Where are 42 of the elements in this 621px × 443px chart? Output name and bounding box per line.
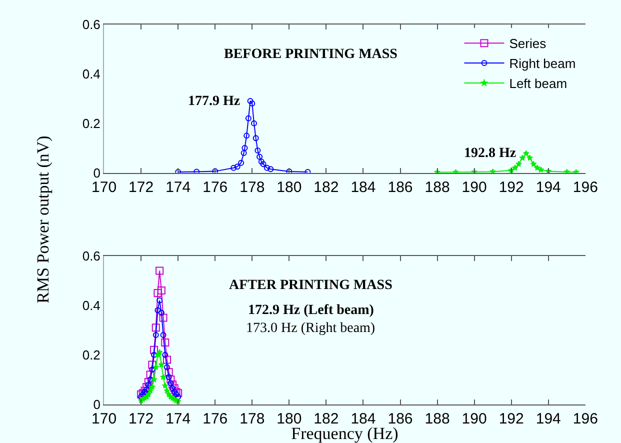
x-tick-label: 192: [498, 410, 524, 428]
x-tick-label: 192: [498, 178, 524, 196]
x-tick-label: 172: [128, 410, 154, 428]
y-tick-label: 0.6: [82, 248, 100, 264]
x-tick-label: 174: [166, 178, 191, 196]
x-tick-label: 186: [388, 178, 413, 196]
annotation: 192.8 Hz: [464, 146, 516, 161]
annotation: 177.9 Hz: [188, 94, 240, 109]
y-tick-label: 0.4: [82, 66, 100, 82]
x-tick-label: 170: [92, 410, 117, 428]
y-tick-label: 0.2: [82, 116, 100, 131]
annotation: AFTER PRINTING MASS: [229, 278, 393, 293]
y-tick-label: 0.4: [82, 298, 100, 313]
legend-label: Series: [509, 36, 547, 52]
y-tick-label: 0.2: [82, 347, 100, 362]
annotation: 172.9 Hz (Left beam): [248, 303, 374, 318]
x-tick-label: 196: [572, 178, 598, 196]
x-tick-label: 182: [314, 178, 339, 196]
x-tick-label: 172: [128, 178, 154, 196]
annotation: BEFORE PRINTING MASS: [224, 47, 398, 62]
x-tick-label: 180: [276, 178, 302, 196]
x-tick-label: 170: [92, 178, 117, 196]
x-tick-label: 184: [350, 178, 376, 196]
x-tick-label: 196: [572, 410, 598, 428]
y-axis-title: RMS Power output (nV): [33, 136, 52, 304]
x-tick-label: 190: [462, 178, 487, 196]
x-tick-label: 188: [424, 178, 450, 196]
legend-label: Left beam: [509, 76, 568, 92]
x-tick-label: 190: [462, 410, 487, 428]
y-tick-label: 0.6: [82, 16, 100, 32]
x-tick-label: 176: [202, 178, 228, 196]
x-tick-label: 188: [424, 410, 450, 428]
x-tick-label: 194: [536, 178, 561, 196]
x-tick-label: 174: [166, 410, 191, 428]
y-tick-label: 0: [93, 165, 100, 180]
annotation: 173.0 Hz (Right beam): [246, 321, 376, 336]
legend-label: Right beam: [509, 56, 576, 72]
x-tick-label: 178: [240, 410, 265, 428]
y-tick-label: 0: [93, 396, 100, 412]
x-tick-label: 194: [536, 410, 561, 428]
x-tick-label: 176: [202, 410, 228, 428]
x-tick-label: 178: [240, 178, 265, 196]
